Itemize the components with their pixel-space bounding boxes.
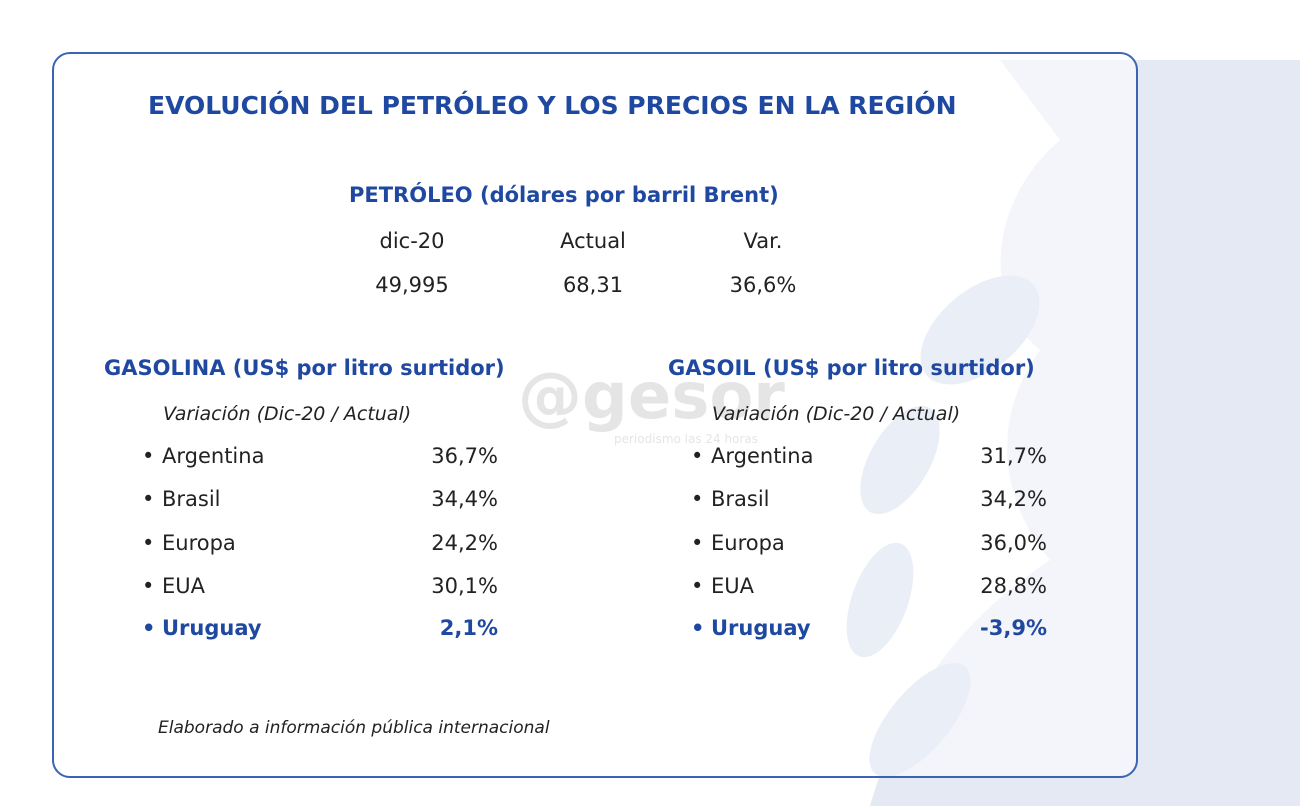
watermark-tagline: periodismo las 24 horas <box>614 432 758 446</box>
country-name: Argentina <box>711 444 814 468</box>
variation-value: 34,2% <box>980 487 1047 511</box>
country-name: Brasil <box>711 487 770 511</box>
bullet: • <box>691 616 705 640</box>
country-name: Europa <box>711 531 785 555</box>
country-name: Europa <box>162 531 236 555</box>
bullet: • <box>142 531 155 555</box>
card <box>52 52 1138 778</box>
bullet: • <box>142 616 156 640</box>
bullet: • <box>691 531 704 555</box>
variation-value: -3,9% <box>980 616 1047 640</box>
petroleo-value: 49,995 <box>375 273 449 297</box>
variation-value: 24,2% <box>431 531 498 555</box>
country-name: Uruguay <box>162 616 262 640</box>
country-name: Argentina <box>162 444 265 468</box>
variation-value: 2,1% <box>439 616 498 640</box>
gasolina-subtitle: Variación (Dic-20 / Actual) <box>163 403 412 425</box>
main-title: EVOLUCIÓN DEL PETRÓLEO Y LOS PRECIOS EN … <box>148 91 957 120</box>
petroleo-value: 68,31 <box>562 273 624 297</box>
variation-value: 36,7% <box>431 444 498 468</box>
petroleo-value: 36,6% <box>729 273 797 297</box>
bullet: • <box>142 444 155 468</box>
petroleo-header: Actual <box>560 229 626 253</box>
variation-value: 31,7% <box>980 444 1047 468</box>
country-name: Uruguay <box>711 616 811 640</box>
variation-value: 34,4% <box>431 487 498 511</box>
gasoil-subtitle: Variación (Dic-20 / Actual) <box>712 403 961 425</box>
gasolina-title: GASOLINA (US$ por litro surtidor) <box>104 356 505 380</box>
footer-note: Elaborado a información pública internac… <box>158 718 550 738</box>
petroleo-title: PETRÓLEO (dólares por barril Brent) <box>349 183 779 207</box>
bullet: • <box>142 487 155 511</box>
petroleo-header: dic-20 <box>379 229 445 253</box>
bullet: • <box>691 487 704 511</box>
variation-value: 36,0% <box>980 531 1047 555</box>
variation-value: 28,8% <box>980 574 1047 598</box>
gasoil-title: GASOIL (US$ por litro surtidor) <box>668 356 1035 380</box>
variation-value: 30,1% <box>431 574 498 598</box>
watermark-brand: @gesor <box>518 360 785 434</box>
country-name: Brasil <box>162 487 221 511</box>
bullet: • <box>142 574 155 598</box>
bullet: • <box>691 444 704 468</box>
country-name: EUA <box>711 574 755 598</box>
petroleo-header: Var. <box>743 229 783 253</box>
country-name: EUA <box>162 574 206 598</box>
bullet: • <box>691 574 704 598</box>
